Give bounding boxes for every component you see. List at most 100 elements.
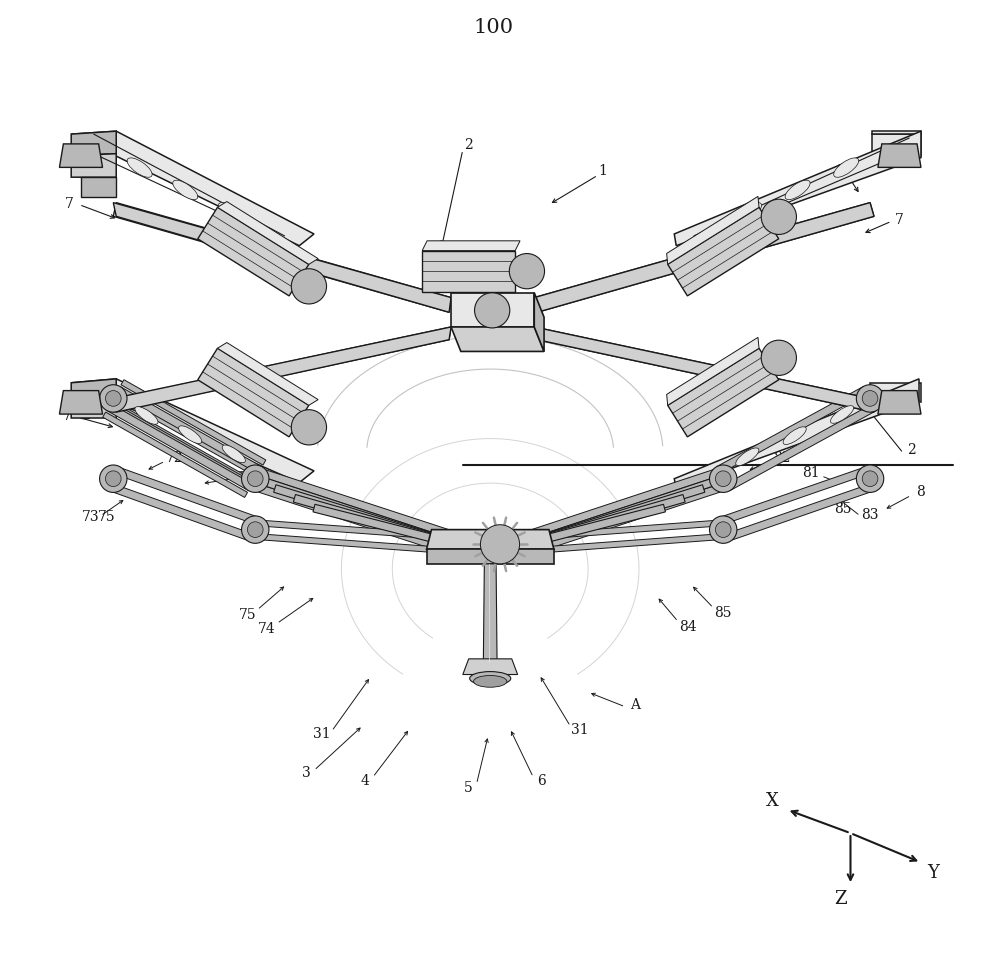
Text: 71: 71 [235, 470, 252, 484]
Circle shape [242, 516, 269, 544]
Text: 75: 75 [98, 510, 115, 523]
Text: 73: 73 [82, 510, 100, 523]
Text: 7: 7 [895, 213, 904, 227]
Circle shape [710, 516, 737, 544]
Circle shape [856, 466, 884, 493]
Polygon shape [71, 379, 116, 401]
Polygon shape [422, 251, 515, 292]
Polygon shape [293, 495, 457, 549]
Ellipse shape [127, 158, 152, 178]
Text: 6: 6 [537, 774, 545, 787]
Polygon shape [121, 380, 266, 466]
Polygon shape [113, 203, 451, 313]
Text: 2: 2 [836, 164, 845, 178]
Text: 31: 31 [571, 723, 589, 736]
Circle shape [862, 391, 878, 407]
Polygon shape [115, 390, 260, 476]
Polygon shape [254, 475, 457, 549]
Polygon shape [523, 485, 705, 549]
Polygon shape [422, 242, 520, 251]
Circle shape [862, 471, 878, 487]
Polygon shape [77, 161, 116, 178]
Polygon shape [108, 402, 253, 488]
Polygon shape [526, 483, 727, 556]
Text: 81: 81 [803, 466, 820, 479]
Text: 21: 21 [107, 404, 125, 418]
Ellipse shape [830, 406, 854, 423]
Ellipse shape [179, 426, 202, 444]
Circle shape [715, 471, 731, 487]
Text: 2: 2 [67, 394, 76, 408]
Circle shape [247, 471, 263, 487]
Circle shape [242, 466, 269, 493]
Text: 85: 85 [714, 605, 732, 619]
Text: Z: Z [834, 889, 847, 907]
Polygon shape [872, 135, 921, 156]
Text: 31: 31 [313, 727, 331, 740]
Polygon shape [71, 132, 314, 246]
Polygon shape [668, 349, 779, 437]
Polygon shape [717, 387, 867, 474]
Polygon shape [534, 328, 874, 413]
Ellipse shape [474, 676, 507, 688]
Polygon shape [668, 208, 779, 296]
Polygon shape [71, 132, 116, 156]
Text: 2: 2 [464, 138, 473, 152]
Polygon shape [71, 379, 314, 483]
Ellipse shape [737, 203, 762, 223]
Polygon shape [674, 132, 921, 246]
Polygon shape [534, 203, 874, 313]
Text: 82: 82 [773, 451, 791, 465]
Polygon shape [523, 475, 724, 549]
Polygon shape [667, 198, 759, 265]
Circle shape [480, 525, 520, 564]
Ellipse shape [222, 446, 245, 464]
Text: 83: 83 [861, 508, 879, 521]
Polygon shape [726, 404, 877, 491]
Polygon shape [878, 145, 921, 168]
Circle shape [710, 466, 737, 493]
Text: 7: 7 [65, 197, 74, 210]
Circle shape [100, 466, 127, 493]
Circle shape [105, 391, 121, 407]
Text: 75: 75 [239, 607, 256, 621]
Polygon shape [103, 413, 248, 498]
Text: 5: 5 [464, 780, 473, 794]
Polygon shape [878, 391, 921, 415]
Polygon shape [115, 467, 260, 525]
Ellipse shape [834, 158, 859, 178]
Polygon shape [81, 178, 116, 198]
Polygon shape [198, 208, 309, 296]
Polygon shape [523, 495, 685, 549]
Polygon shape [534, 328, 874, 413]
Polygon shape [255, 534, 456, 555]
Circle shape [509, 254, 545, 289]
Text: 8: 8 [917, 485, 925, 499]
Polygon shape [107, 404, 252, 491]
Circle shape [100, 385, 127, 413]
Polygon shape [870, 383, 921, 403]
Polygon shape [872, 132, 921, 135]
Circle shape [761, 340, 796, 376]
Text: Y: Y [927, 864, 939, 881]
Polygon shape [313, 505, 457, 549]
Ellipse shape [218, 203, 243, 223]
Polygon shape [451, 328, 544, 352]
Circle shape [761, 200, 796, 235]
Polygon shape [256, 520, 457, 541]
Polygon shape [71, 399, 116, 419]
Polygon shape [667, 338, 759, 406]
Polygon shape [725, 484, 874, 542]
Text: 100: 100 [473, 18, 513, 37]
Polygon shape [59, 391, 103, 415]
Polygon shape [59, 145, 103, 168]
Ellipse shape [470, 672, 511, 686]
Text: 4: 4 [360, 774, 369, 787]
Polygon shape [521, 468, 722, 541]
Text: 72: 72 [166, 451, 184, 465]
Circle shape [291, 270, 327, 305]
Polygon shape [217, 343, 318, 406]
Text: A: A [630, 697, 640, 711]
Polygon shape [274, 485, 457, 549]
Polygon shape [198, 349, 309, 437]
